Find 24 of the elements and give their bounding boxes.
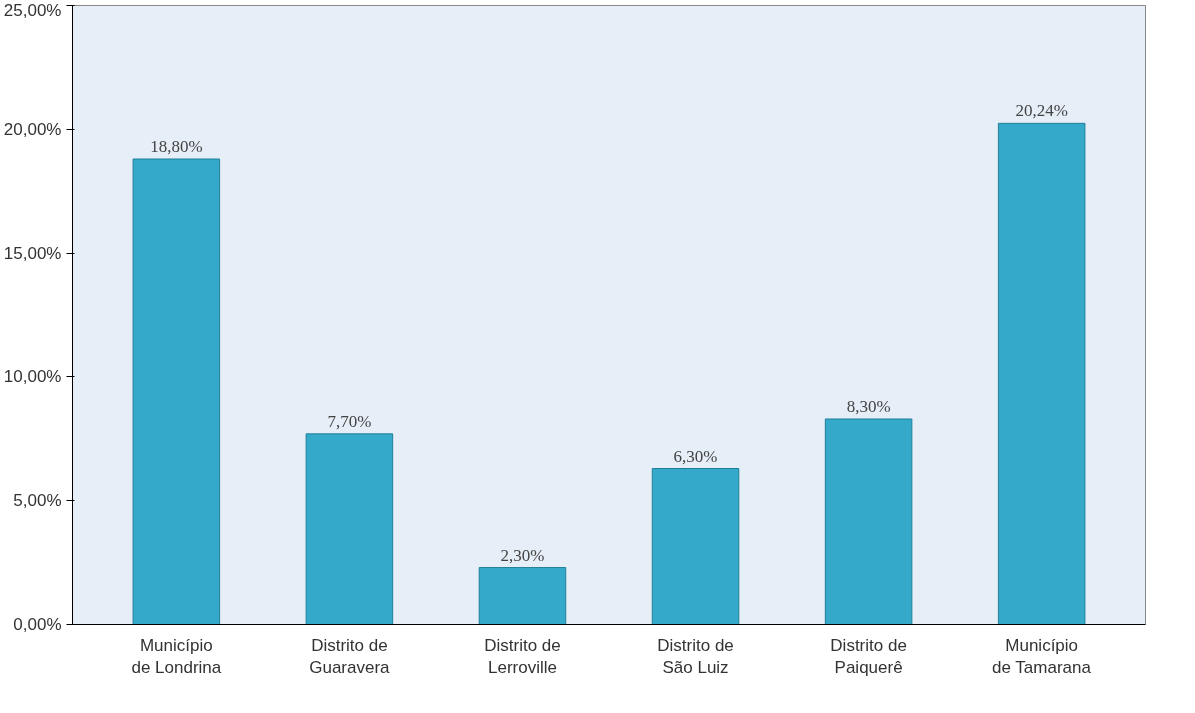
x-tick-label: Distrito de Paiquerê: [830, 635, 907, 678]
bar: [651, 468, 740, 625]
y-tick-label: 0,00%: [13, 615, 62, 634]
x-tick-label: Município de Londrina: [131, 635, 222, 678]
data-label: 20,24%: [1015, 101, 1068, 121]
y-tick-label: 20,00%: [3, 119, 62, 139]
bar: [305, 433, 394, 625]
y-tick-label: 15,00%: [3, 243, 62, 263]
y-tick-label: 5,00%: [13, 491, 62, 511]
data-label: 8,30%: [846, 396, 891, 416]
y-tick-label: 10,00%: [3, 367, 62, 387]
bar: [132, 158, 221, 625]
bar: [997, 122, 1086, 625]
x-tick-label: Distrito de São Luiz: [657, 635, 734, 678]
bar: [478, 567, 567, 625]
y-tick-label: 25,00%: [3, 0, 62, 20]
x-tick-label: Município de Tamarana: [992, 635, 1092, 678]
data-label: 6,30%: [673, 446, 718, 466]
x-tick-label: Distrito de Lerroville: [484, 635, 561, 678]
x-tick-label: Distrito de Guaravera: [309, 635, 391, 678]
bar: [824, 418, 913, 625]
data-label: 2,30%: [500, 545, 545, 565]
data-label: 7,70%: [327, 411, 372, 431]
data-label: 18,80%: [150, 137, 203, 157]
